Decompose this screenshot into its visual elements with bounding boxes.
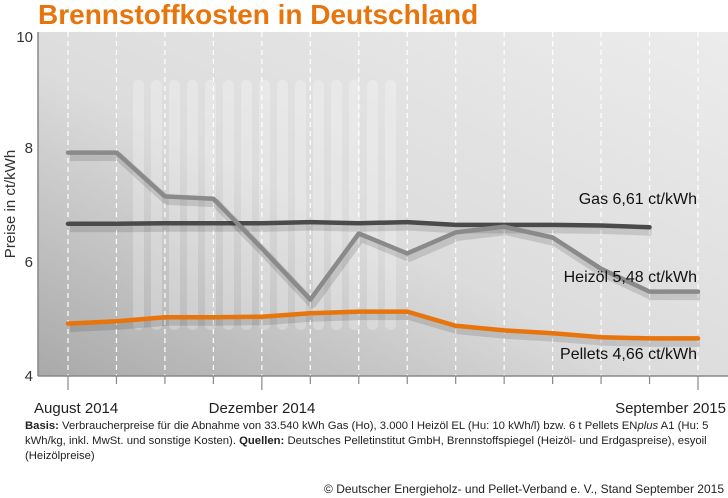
radiator-fin: [223, 80, 234, 330]
footnote: Basis: Verbraucherpreise für die Abnahme…: [25, 419, 725, 464]
series-line-pellets: [65, 309, 701, 341]
sources-text: Deutsches Pelletinstitut GmbH, Brennstof…: [25, 435, 707, 462]
x-tick-label-last: September 2015: [615, 400, 726, 417]
radiator-fin: [169, 80, 180, 330]
radiator-fin: [367, 80, 378, 330]
radiator-fin: [187, 80, 198, 330]
radiator-fin: [241, 80, 252, 330]
radiator-fin: [151, 80, 162, 330]
y-tick-label: 4: [25, 368, 33, 385]
y-axis-label: Preise in ct/kWh: [2, 150, 19, 258]
basis-text: Verbraucherpreise für die Abnahme von 33…: [58, 420, 638, 432]
radiator-fin: [133, 80, 144, 330]
x-tick-label-first: August 2014: [34, 400, 118, 417]
series-shadow: [69, 311, 700, 347]
x-tick-label-middle: Dezember 2014: [209, 400, 316, 417]
series-label-gas: Gas 6,61 ct/kWh: [579, 191, 697, 208]
radiator-fin: [295, 80, 306, 330]
radiator-fin: [277, 80, 288, 330]
radiator-fin: [385, 80, 396, 330]
basis-label: Basis:: [25, 420, 59, 432]
y-tick-label: 8: [25, 140, 33, 157]
radiator-fin: [259, 80, 270, 330]
radiator-fin: [349, 80, 360, 330]
copyright: © Deutscher Energieholz- und Pellet-Verb…: [324, 482, 724, 496]
y-tick-label: 6: [25, 254, 33, 271]
series-shadow: [70, 152, 700, 309]
series-label-pellets: Pellets 4,66 ct/kWh: [560, 346, 697, 363]
series-shadow: [70, 221, 652, 236]
radiator-fin: [313, 80, 324, 330]
enplus-italic: plus: [637, 420, 659, 432]
basis-text-2: A1 (Hu: 5 kWh/kg, inkl. MwSt. und sonsti…: [25, 420, 709, 447]
series-line-heizöl: [65, 150, 701, 302]
sources-label: Quellen:: [239, 435, 285, 447]
series-label-heizoel: Heizöl 5,48 ct/kWh: [564, 269, 697, 286]
chart-title: Brennstoffkosten in Deutschland: [38, 0, 478, 30]
y-tick-label: 10: [16, 29, 33, 46]
radiator-fin: [331, 80, 342, 330]
